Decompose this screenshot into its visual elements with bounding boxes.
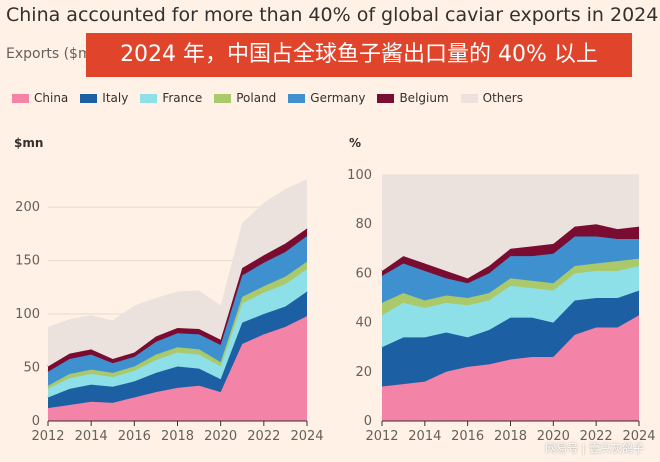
legend-swatch (460, 93, 478, 103)
watermark: 网易号 | 壹只灰鸽子 (545, 442, 644, 455)
area-italy (48, 291, 307, 409)
legend-label: Others (482, 91, 523, 105)
y-tick-label: 20 (355, 365, 372, 380)
x-tick-label: 2020 (204, 429, 237, 444)
y-tick-label: 150 (15, 254, 40, 269)
legend-item-belgium: Belgium (377, 91, 449, 105)
x-tick-label: 2014 (75, 429, 108, 444)
chart-unit-label: $mn (14, 136, 43, 150)
legend-item-poland: Poland (214, 91, 276, 105)
x-tick-label: 2022 (247, 429, 280, 444)
legend-swatch (377, 93, 395, 103)
y-tick-label: 40 (355, 316, 372, 331)
x-tick-label: 2012 (31, 429, 64, 444)
legend-swatch (140, 93, 158, 103)
area-poland (382, 258, 639, 316)
area-italy (382, 290, 639, 387)
legend-item-france: France (140, 91, 202, 105)
y-tick-label: 0 (32, 414, 40, 429)
x-tick-label: 2022 (580, 429, 613, 444)
legend-swatch (80, 93, 98, 103)
legend: China Italy France Poland Germany Belgiu… (12, 91, 523, 105)
legend-item-italy: Italy (80, 91, 128, 105)
x-tick-label: 2018 (161, 429, 194, 444)
x-tick-label: 2024 (622, 429, 655, 444)
y-tick-label: 100 (15, 307, 40, 322)
legend-swatch (214, 93, 232, 103)
area-france (48, 269, 307, 398)
area-china (48, 316, 307, 421)
chart-subtitle: Exports ($mn (6, 46, 101, 62)
y-tick-label: 200 (15, 200, 40, 215)
y-tick-label: 0 (364, 414, 372, 429)
area-others (382, 175, 639, 279)
x-tick-label: 2018 (494, 429, 527, 444)
legend-label: Belgium (399, 91, 449, 105)
x-tick-label: 2016 (451, 429, 484, 444)
legend-item-china: China (12, 91, 68, 105)
x-tick-label: 2020 (537, 429, 570, 444)
x-tick-label: 2016 (118, 429, 151, 444)
area-belgium (48, 228, 307, 372)
x-tick-label: 2012 (365, 429, 398, 444)
translation-banner: 2024 年，中国占全球鱼子酱出口量的 40% 以上 (86, 33, 632, 77)
area-france (382, 266, 639, 348)
area-china (382, 315, 639, 421)
y-tick-label: 50 (23, 361, 40, 376)
area-belgium (382, 224, 639, 284)
legend-label: Italy (102, 91, 129, 105)
legend-item-germany: Germany (288, 91, 365, 105)
legend-label: Germany (310, 91, 366, 105)
legend-swatch (288, 93, 306, 103)
legend-item-others: Others (460, 91, 523, 105)
area-germany (48, 235, 307, 386)
legend-label: France (162, 91, 203, 105)
chart-unit-label: % (349, 136, 361, 150)
legend-label: China (34, 91, 69, 105)
area-poland (48, 261, 307, 389)
y-tick-label: 80 (355, 217, 372, 232)
x-tick-label: 2024 (290, 429, 323, 444)
legend-swatch (12, 93, 29, 103)
y-tick-label: 100 (347, 168, 372, 183)
legend-label: Poland (236, 91, 277, 105)
area-others (48, 179, 307, 367)
chart-title: China accounted for more than 40% of glo… (6, 4, 659, 26)
area-germany (382, 236, 639, 303)
y-tick-label: 60 (355, 266, 372, 281)
x-tick-label: 2014 (408, 429, 441, 444)
